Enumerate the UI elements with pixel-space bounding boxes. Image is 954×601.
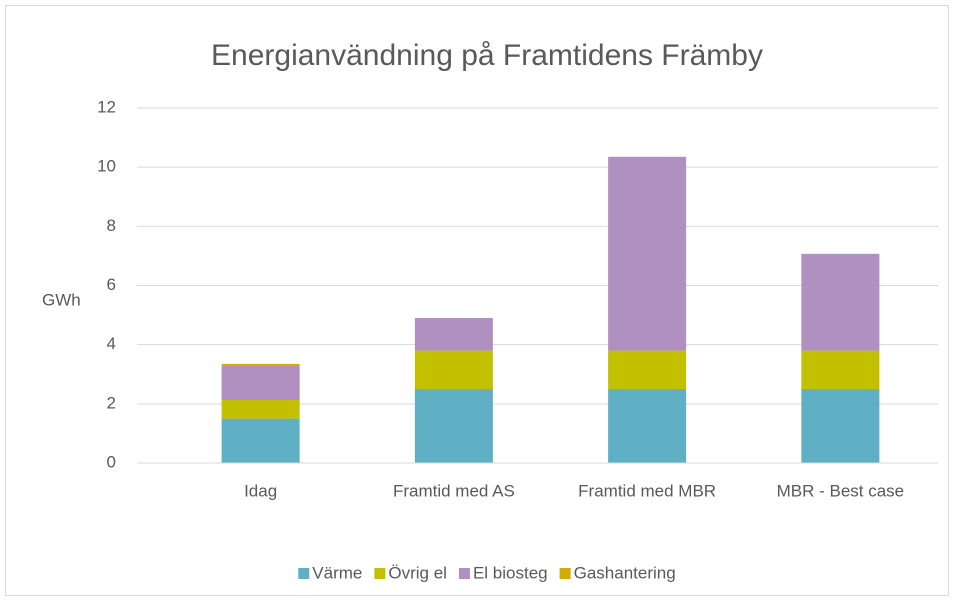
bar-segment <box>801 389 880 463</box>
bar-segment <box>801 253 880 351</box>
y-tick-label: 4 <box>107 334 116 353</box>
bar-segment <box>801 350 880 390</box>
x-tick-label: Framtid med MBR <box>578 481 716 500</box>
legend-swatch <box>374 568 386 579</box>
legend-swatch <box>559 568 571 579</box>
y-axis-label: GWh <box>42 290 81 309</box>
legend-swatch <box>458 568 470 579</box>
legend-label: El biosteg <box>473 563 548 582</box>
bar-segment <box>414 389 493 463</box>
x-tick-label: Framtid med AS <box>393 481 515 500</box>
bar-segment <box>221 418 300 463</box>
bar-segment <box>221 365 300 400</box>
y-tick-label: 8 <box>107 216 116 235</box>
bar-segment <box>608 389 687 463</box>
y-tick-label: 2 <box>107 393 116 412</box>
chart-title: Energianvändning på Framtidens Främby <box>211 39 763 72</box>
bar-segment <box>414 350 493 390</box>
bar-segment <box>608 156 687 351</box>
bar-segment <box>414 318 493 351</box>
legend-swatch <box>298 568 310 579</box>
legend-label: Övrig el <box>388 563 447 582</box>
y-tick-label: 6 <box>107 275 116 294</box>
bar-segment <box>608 350 687 390</box>
legend-label: Gashantering <box>574 563 676 582</box>
x-tick-label: Idag <box>244 481 277 500</box>
bar-segment <box>221 363 300 366</box>
bar-segment <box>221 399 300 419</box>
legend-label: Värme <box>312 563 362 582</box>
y-tick-label: 10 <box>97 157 116 176</box>
chart-border <box>5 5 949 596</box>
y-tick-label: 0 <box>107 452 116 471</box>
x-tick-label: MBR - Best case <box>777 481 905 500</box>
y-tick-label: 12 <box>97 97 116 116</box>
